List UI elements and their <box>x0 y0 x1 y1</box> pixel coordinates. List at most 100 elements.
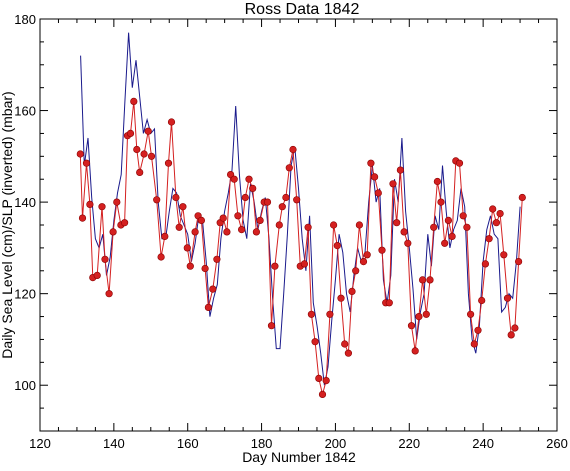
data-point-red <box>271 262 279 270</box>
data-point-red <box>120 219 129 227</box>
data-point-red <box>78 214 87 222</box>
data-point-red <box>514 258 523 266</box>
y-tick-label: 140 <box>14 195 36 210</box>
data-point-red <box>183 244 191 252</box>
data-point-red <box>444 216 453 224</box>
data-point-red <box>278 203 286 211</box>
data-point-red <box>415 313 423 321</box>
data-point-red <box>282 193 290 202</box>
data-point-red <box>76 150 84 158</box>
data-point-red <box>455 159 464 167</box>
data-point-red <box>511 324 519 332</box>
data-point-red <box>430 223 438 231</box>
data-point-red <box>330 221 338 229</box>
data-point-red <box>400 228 408 236</box>
x-tick-label: 140 <box>103 436 125 451</box>
x-tick-label: 220 <box>398 436 420 451</box>
data-point-red <box>153 196 161 204</box>
data-point-red <box>209 285 217 293</box>
data-point-red <box>204 303 212 312</box>
data-point-red <box>267 322 276 330</box>
data-point-red <box>130 97 138 105</box>
data-point-red <box>234 212 242 220</box>
data-point-red <box>422 310 430 318</box>
data-point-red <box>172 193 180 202</box>
data-point-red <box>333 242 341 250</box>
data-point-red <box>437 198 445 206</box>
data-point-red <box>307 310 316 318</box>
data-point-red <box>396 166 405 174</box>
data-point-red <box>256 216 264 224</box>
data-point-red <box>219 214 227 222</box>
data-point-red <box>136 168 144 176</box>
data-point-red <box>311 338 319 346</box>
data-point-red <box>363 251 371 259</box>
data-point-red <box>474 326 482 334</box>
data-point-red <box>197 216 205 224</box>
data-point-red <box>285 164 293 172</box>
data-point-red <box>470 340 478 348</box>
data-point-red <box>389 180 397 188</box>
data-point-red <box>201 264 209 273</box>
data-point-red <box>404 239 412 247</box>
data-point-red <box>507 331 515 339</box>
y-axis-label: Daily Sea Level (cm)/SLP (inverted) (mba… <box>0 91 15 358</box>
data-point-red <box>393 219 401 227</box>
data-point-red <box>411 347 419 355</box>
data-point-red <box>300 260 309 268</box>
data-point-red <box>322 377 330 385</box>
data-point-red <box>144 127 152 135</box>
data-point-red <box>293 196 301 204</box>
data-point-red <box>113 198 121 206</box>
x-tick-label: 180 <box>251 436 273 451</box>
data-point-red <box>371 173 379 181</box>
data-point-red <box>337 294 345 302</box>
y-tick-label: 160 <box>14 104 36 119</box>
data-point-red <box>98 203 106 211</box>
data-point-red <box>326 310 334 318</box>
data-point-red <box>252 228 260 236</box>
x-tick-label: 200 <box>325 436 347 451</box>
data-point-red <box>348 287 356 296</box>
data-point-red <box>467 310 475 318</box>
data-point-red <box>419 276 427 284</box>
data-point-red <box>164 159 173 167</box>
data-point-red <box>378 246 386 254</box>
data-point-red <box>374 189 382 197</box>
data-point-red <box>249 184 257 192</box>
data-point-red <box>304 223 312 231</box>
data-point-red <box>441 239 449 247</box>
data-point-red <box>459 212 467 220</box>
data-point-red <box>492 219 501 227</box>
data-point-red <box>167 118 176 126</box>
data-point-red <box>213 255 221 263</box>
data-point-red <box>109 228 117 236</box>
y-tick-label: 100 <box>14 378 36 393</box>
data-point-red <box>86 200 94 208</box>
data-point-red <box>518 193 526 202</box>
data-point-red <box>503 294 512 302</box>
data-point-red <box>367 159 375 167</box>
data-point-red <box>407 322 416 330</box>
data-point-red <box>496 210 504 218</box>
data-point-red <box>140 150 148 158</box>
axes-layer: 120 140 160 180 200 220 240 260 100 120 140 160 180 <box>14 12 568 451</box>
data-point-red <box>133 145 141 154</box>
data-point-red <box>433 177 442 186</box>
x-tick-label: 240 <box>472 436 494 451</box>
data-point-red <box>463 223 471 231</box>
data-point-red <box>315 374 323 383</box>
y-tick-label: 120 <box>14 287 36 302</box>
data-point-red <box>289 145 297 154</box>
data-point-red <box>157 253 165 261</box>
series-line-red <box>79 101 523 395</box>
data-point-red <box>101 255 109 263</box>
series-line-blue <box>80 32 521 386</box>
data-point-red <box>318 390 327 399</box>
chart-title: Ross Data 1842 <box>245 1 360 18</box>
data-point-red <box>230 175 238 183</box>
x-tick-label: 160 <box>177 436 199 451</box>
data-point-red <box>126 129 135 137</box>
data-point-red <box>385 299 393 307</box>
